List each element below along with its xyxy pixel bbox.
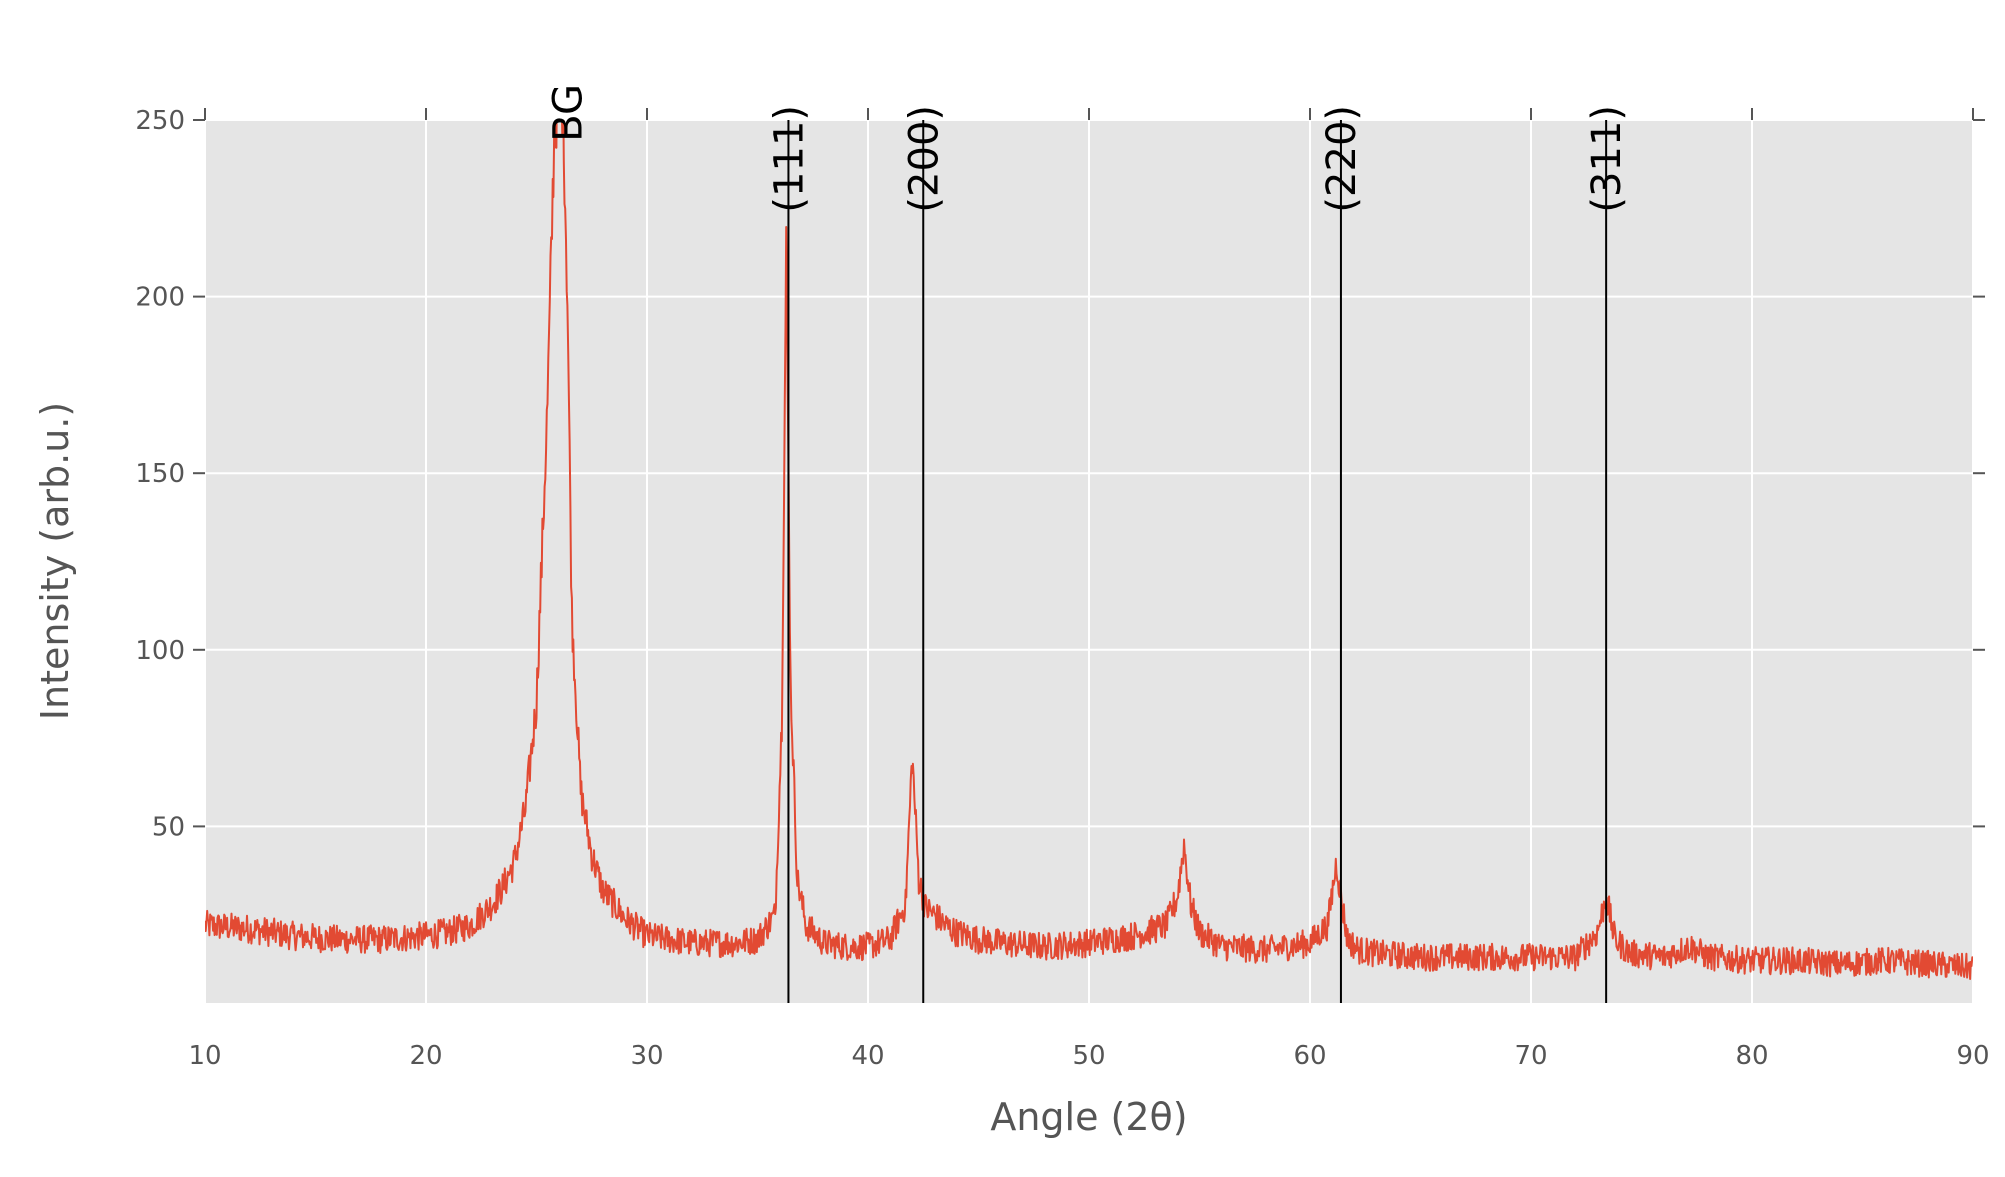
x-tick-label: 30: [630, 1041, 663, 1071]
y-axis-title: Intensity (arb.u.): [33, 402, 77, 720]
y-tick-label: 100: [135, 636, 185, 666]
peak-marker-label: (220): [1319, 105, 1365, 213]
series-layer: [205, 120, 1973, 980]
x-tick-label: 40: [851, 1041, 884, 1071]
x-tick-label: 10: [188, 1041, 221, 1071]
peak-marker-label: (200): [901, 105, 947, 213]
peak-marker-label: (111): [766, 105, 812, 213]
y-tick-label: 50: [152, 812, 185, 842]
axis-ticks: 10 20 30 40 50 60 70 80 90 50 100 150 200 250: [135, 106, 1989, 1071]
peak-marker-label: BG: [545, 84, 591, 142]
peak-marker-lines: [787, 120, 1608, 1003]
x-tick-label: 60: [1293, 1041, 1326, 1071]
x-tick-label: 80: [1735, 1041, 1768, 1071]
y-tick-label: 250: [135, 106, 185, 136]
x-tick-label: 20: [409, 1041, 442, 1071]
y-tick-label: 200: [135, 283, 185, 313]
peak-marker-label: (311): [1584, 105, 1630, 213]
x-axis-title: Angle (2θ): [990, 1095, 1187, 1139]
x-tick-label: 90: [1956, 1041, 1989, 1071]
x-tick-label: 70: [1514, 1041, 1547, 1071]
peak-marker-labels: BG (111) (200) (220) (311): [545, 84, 1630, 213]
diffraction-series-line: [205, 120, 1973, 980]
y-tick-label: 150: [135, 459, 185, 489]
x-tick-label: 50: [1072, 1041, 1105, 1071]
